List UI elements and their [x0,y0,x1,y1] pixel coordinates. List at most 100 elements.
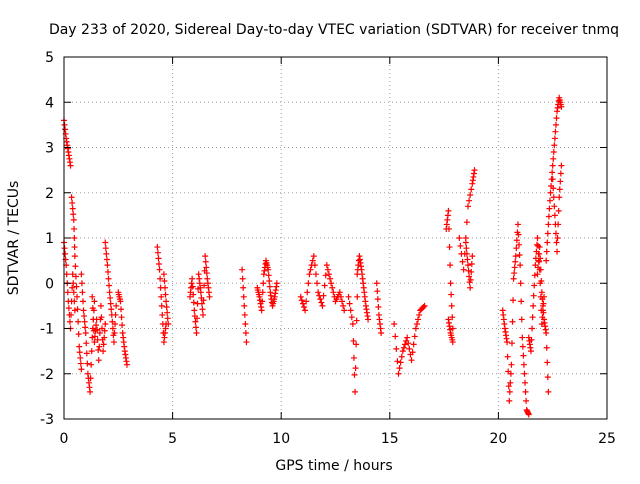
data-point [353,317,360,324]
data-point [466,273,473,280]
data-point [448,302,455,309]
data-point [305,280,312,287]
data-point [81,313,88,320]
data-point [89,334,96,341]
data-point [161,277,168,284]
data-point [341,307,348,314]
data-point [301,304,308,311]
data-point [80,307,87,314]
data-point [201,282,208,289]
data-point [74,293,81,300]
data-point [307,266,314,273]
data-point [467,276,474,283]
data-point [400,344,407,351]
data-point [550,185,557,192]
data-point [69,205,76,212]
data-point [109,325,116,332]
data-point [156,261,163,268]
data-point [516,251,523,258]
data-point [311,262,318,269]
data-point [71,244,78,251]
data-point [340,302,347,309]
data-point [102,320,109,327]
data-point [462,239,469,246]
data-point [192,318,199,325]
data-point [68,311,75,318]
data-point [546,197,553,204]
data-point [102,245,109,252]
data-point [243,339,250,346]
y-tick-label: 2 [45,186,54,202]
data-point [106,282,113,289]
data-point [546,205,553,212]
data-point [78,280,85,287]
data-point [74,306,81,313]
y-tick-label: 1 [45,231,54,247]
data-point [538,320,545,327]
data-point [538,289,545,296]
data-point [108,306,115,313]
data-point [66,318,73,325]
data-point [555,207,562,214]
data-point [538,277,545,284]
data-point [77,360,84,367]
data-point [190,299,197,306]
data-point [463,245,470,252]
data-point [545,221,552,228]
data-point [81,318,88,325]
data-point [199,306,206,313]
data-point [468,268,475,275]
data-point [191,307,198,314]
x-tick-label: 25 [598,431,616,447]
data-point [72,263,79,270]
data-point [551,142,558,149]
data-point [306,271,313,278]
data-point [469,253,476,260]
data-point [529,325,536,332]
data-point [337,293,344,300]
data-point [464,203,471,210]
data-point [396,365,403,372]
data-point [513,237,520,244]
data-point [543,248,550,255]
data-point [456,235,463,241]
data-point [312,271,319,278]
data-point [351,371,358,378]
data-point [447,262,454,269]
data-point [531,282,538,289]
data-point [504,353,511,360]
data-point [98,314,105,321]
data-point [65,305,72,312]
data-point [202,253,209,260]
data-point [552,128,559,135]
data-point [242,330,249,337]
data-point [522,388,529,395]
data-point [89,305,96,312]
data-point [266,283,273,290]
data-point [107,300,114,307]
data-point [543,330,550,337]
data-point [349,320,356,327]
data-point [534,235,541,241]
data-point [374,288,381,295]
data-point [100,348,107,355]
data-point [102,239,109,246]
data-point [63,271,70,278]
data-point [206,293,213,300]
data-point [512,253,519,260]
data-point [192,324,199,331]
data-point [319,302,326,309]
data-point [464,262,471,269]
data-point [467,284,474,291]
data-point [69,271,76,278]
data-point [321,282,328,289]
data-point [545,213,552,220]
data-point [95,346,102,353]
data-point [76,349,83,356]
data-point [200,311,207,318]
data-point [519,334,526,341]
data-point [88,348,95,355]
data-point [198,300,205,307]
data-point [203,264,210,271]
